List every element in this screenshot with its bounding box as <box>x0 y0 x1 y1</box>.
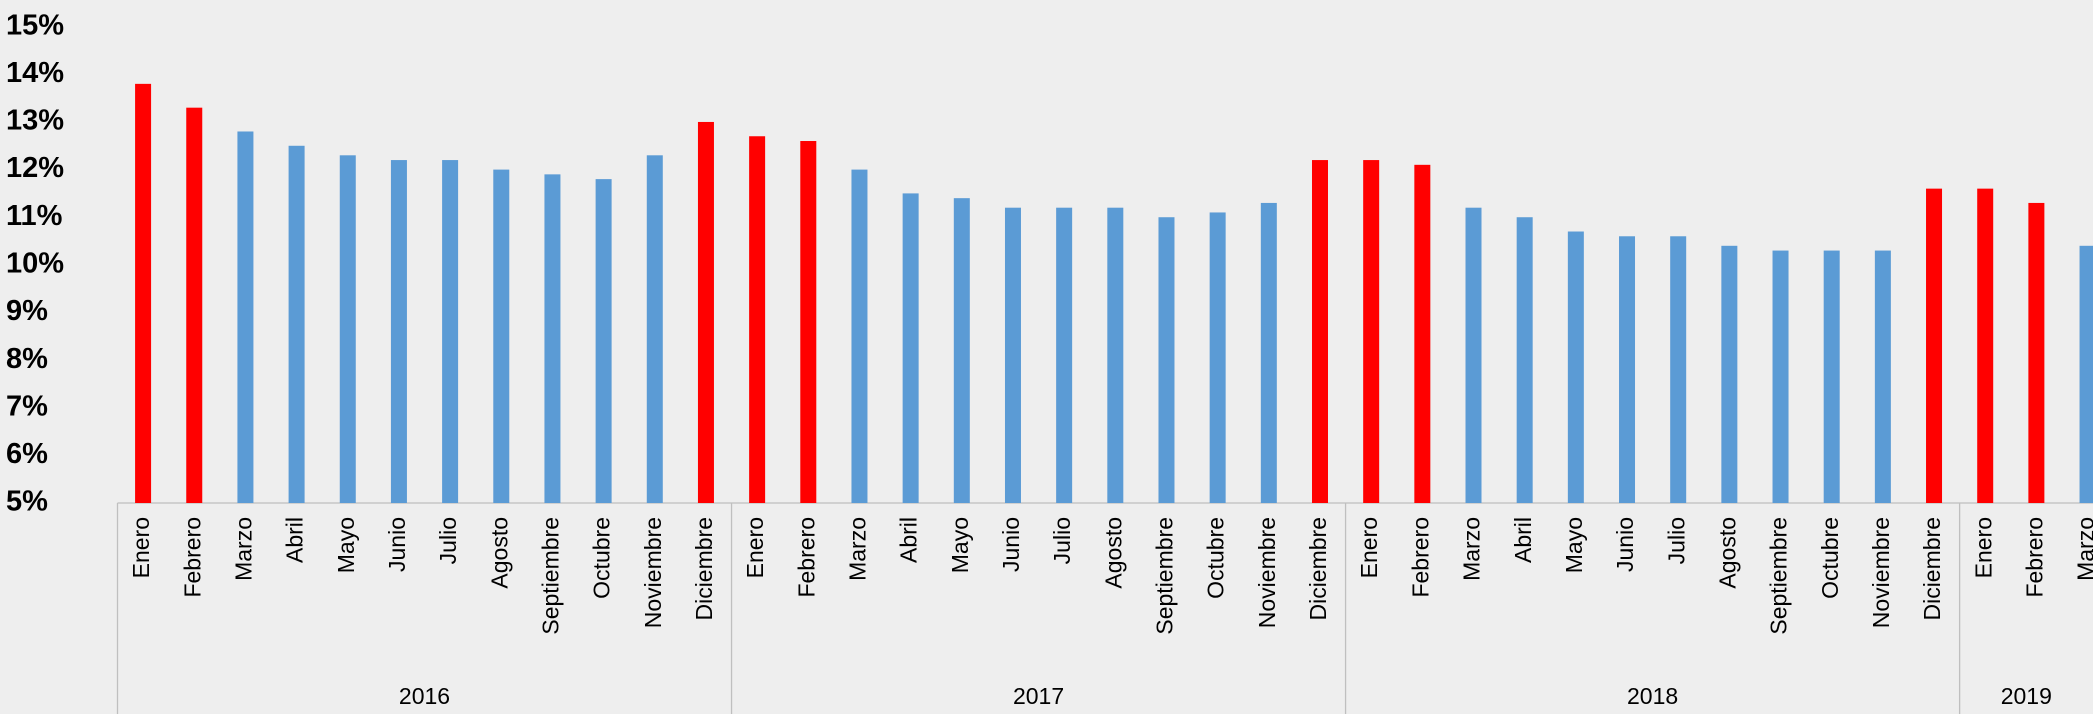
x-tick-label: Agosto <box>1100 517 1126 589</box>
x-tick-label: Diciembre <box>1305 517 1331 621</box>
bar <box>288 145 305 503</box>
x-tick-label: Noviembre <box>1868 517 1894 628</box>
bar <box>186 107 203 504</box>
x-tick-label: Diciembre <box>1919 517 1945 621</box>
y-tick-label: 14% <box>6 57 64 89</box>
x-tick-label: Enero <box>742 517 768 578</box>
bar <box>1107 207 1124 503</box>
group-label: 2019 <box>2001 683 2052 709</box>
bar <box>851 169 868 503</box>
y-tick-label: 5% <box>6 486 48 518</box>
x-tick-label: Junio <box>998 517 1024 572</box>
x-tick-label: Enero <box>1356 517 1382 578</box>
x-tick-label: Septiembre <box>1152 517 1178 635</box>
y-tick-label: 9% <box>6 295 48 327</box>
x-tick-label: Febrero <box>1407 517 1433 598</box>
bar <box>237 131 254 503</box>
x-tick-label: Mayo <box>333 517 359 573</box>
x-tick-label: Marzo <box>231 517 257 581</box>
x-tick-label: Febrero <box>179 517 205 598</box>
x-tick-label: Noviembre <box>1254 517 1280 628</box>
bar <box>1158 217 1175 503</box>
x-tick-label: Enero <box>1970 517 1996 578</box>
y-tick-label: 8% <box>6 343 48 375</box>
x-tick-label: Mayo <box>1561 517 1587 573</box>
bar <box>646 155 663 503</box>
y-tick-label: 11% <box>6 200 63 232</box>
y-tick-label: 10% <box>6 248 64 280</box>
y-tick-label: 15% <box>6 9 64 41</box>
bar <box>1465 207 1482 503</box>
group-label: 2016 <box>399 683 450 709</box>
bar <box>1311 160 1328 503</box>
y-tick-label: 6% <box>6 438 48 470</box>
bar <box>1619 236 1636 503</box>
group-label: 2018 <box>1627 683 1678 709</box>
bar <box>697 121 714 504</box>
bar <box>1004 207 1021 503</box>
bar <box>1823 250 1840 503</box>
x-tick-label: Noviembre <box>640 517 666 628</box>
x-tick-label: Octubre <box>1203 517 1229 599</box>
bar <box>1516 217 1533 503</box>
bar <box>2079 245 2093 503</box>
x-tick-label: Enero <box>128 517 154 578</box>
x-tick-label: Julio <box>1663 517 1689 564</box>
x-tick-label: Septiembre <box>1766 517 1792 635</box>
bar <box>1874 250 1891 503</box>
bar <box>902 193 919 503</box>
bar <box>1670 236 1687 503</box>
bar <box>1721 245 1738 503</box>
x-tick-label: Agosto <box>1714 517 1740 589</box>
bar <box>1414 164 1431 503</box>
bar <box>800 141 817 503</box>
bar <box>1926 188 1943 503</box>
x-tick-label: Marzo <box>2073 517 2093 581</box>
bar <box>953 198 970 503</box>
x-tick-label: Julio <box>1049 517 1075 564</box>
bar <box>339 155 356 503</box>
x-tick-label: Febrero <box>793 517 819 598</box>
bar <box>1260 202 1277 503</box>
bar <box>1209 212 1226 503</box>
x-tick-label: Marzo <box>845 517 871 581</box>
bar <box>1363 160 1380 503</box>
bar <box>1567 231 1584 503</box>
x-tick-label: Abril <box>282 517 308 563</box>
x-tick-label: Septiembre <box>538 517 564 635</box>
x-tick-label: Mayo <box>947 517 973 573</box>
bar <box>135 83 152 503</box>
group-label: 2017 <box>1013 683 1064 709</box>
bar <box>390 160 407 503</box>
x-tick-label: Junio <box>1612 517 1638 572</box>
bar <box>442 160 459 503</box>
x-tick-label: Junio <box>384 517 410 572</box>
x-tick-label: Diciembre <box>691 517 717 621</box>
x-tick-label: Marzo <box>1459 517 1485 581</box>
y-tick-label: 7% <box>6 390 48 422</box>
y-tick-label: 13% <box>6 105 64 137</box>
bar <box>1056 207 1073 503</box>
bar <box>1772 250 1789 503</box>
x-tick-label: Julio <box>435 517 461 564</box>
x-tick-label: Febrero <box>2021 517 2047 598</box>
x-tick-label: Octubre <box>1817 517 1843 599</box>
bar <box>493 169 510 503</box>
y-tick-label: 12% <box>6 152 64 184</box>
bar <box>1977 188 1994 503</box>
bar <box>2028 202 2045 503</box>
bar <box>544 174 561 503</box>
bar <box>749 136 766 503</box>
x-tick-label: Abril <box>896 517 922 563</box>
x-tick-label: Octubre <box>589 517 615 599</box>
x-tick-label: Abril <box>1510 517 1536 563</box>
x-tick-label: Agosto <box>486 517 512 589</box>
bar <box>595 179 612 503</box>
